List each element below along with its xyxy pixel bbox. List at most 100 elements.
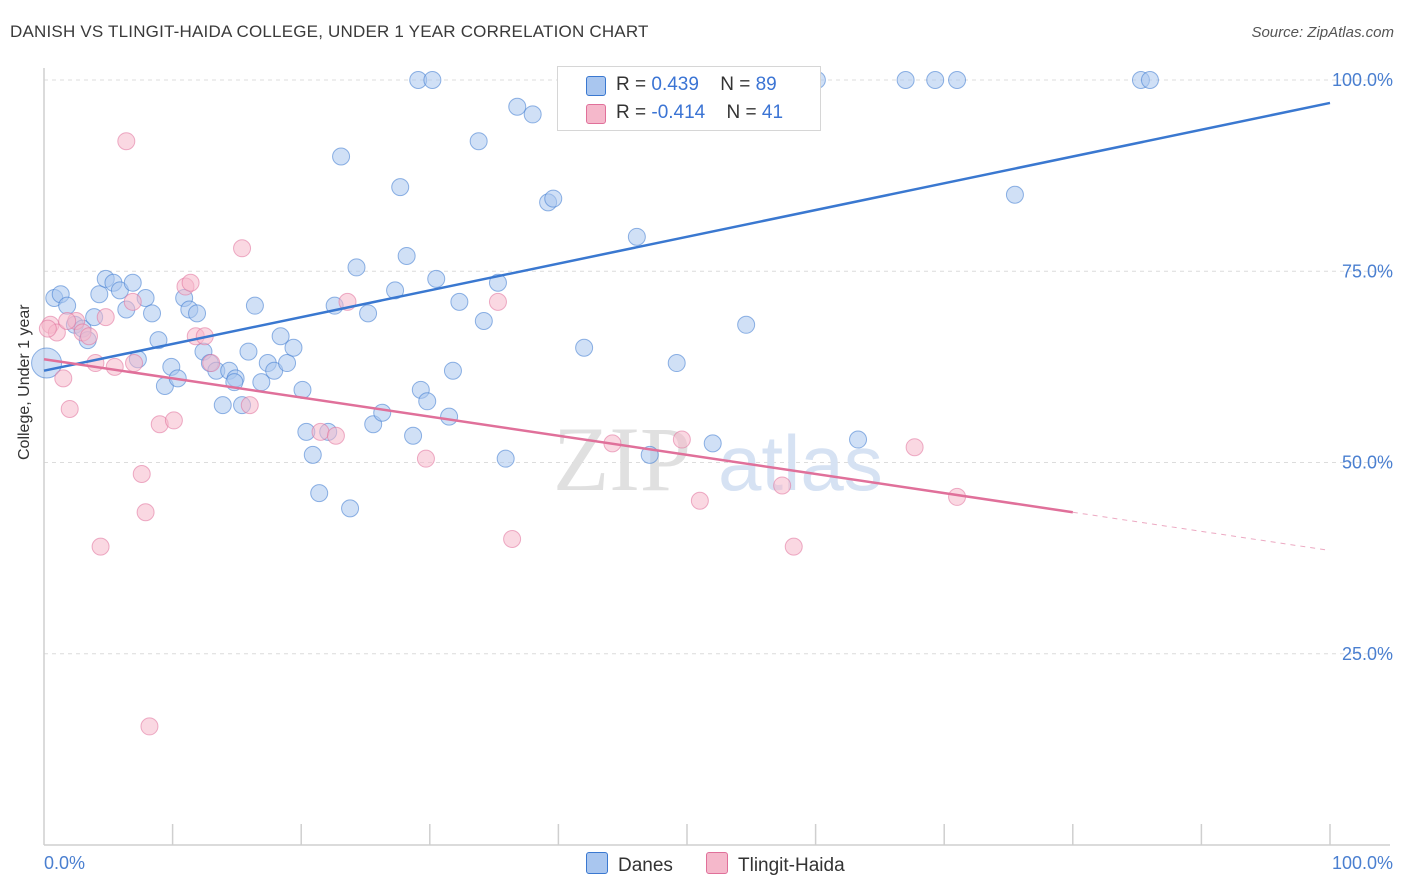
trend-line-danes [43, 101, 1331, 372]
data-point-danes [627, 227, 646, 246]
legend-n-label: N = [720, 74, 756, 95]
data-point-tlingit-haida [240, 396, 259, 415]
data-point-danes [450, 292, 469, 311]
data-point-danes [1140, 71, 1159, 89]
data-point-danes [488, 273, 507, 292]
data-point-danes [404, 426, 423, 445]
data-point-danes [213, 396, 232, 415]
y-tick-label: 50.0% [1342, 453, 1393, 473]
data-point-tlingit-haida [311, 422, 330, 441]
data-point-danes [332, 147, 351, 166]
data-point-tlingit-haida [117, 132, 136, 151]
legend-swatch-tlingit-haida [706, 852, 728, 874]
legend-label-danes: Danes [618, 855, 673, 876]
data-point-danes [667, 354, 686, 373]
legend-swatch-danes [586, 852, 608, 874]
data-point-danes [359, 304, 378, 323]
trend-line-tlingit-haida [43, 357, 1073, 514]
data-point-danes [544, 189, 563, 208]
data-point-danes [427, 269, 446, 288]
data-point-danes [303, 445, 322, 464]
data-point-danes [948, 71, 967, 89]
data-point-danes [443, 361, 462, 380]
data-point-danes [347, 258, 366, 277]
data-point-tlingit-haida [164, 411, 183, 430]
data-point-danes [508, 97, 527, 116]
legend-row-danes: R = 0.439 N = 89 [616, 74, 777, 96]
legend-r-label: R = [616, 102, 652, 123]
data-point-danes [496, 449, 515, 468]
data-point-danes [391, 178, 410, 197]
legend-item-danes: Danes [586, 852, 673, 877]
legend-swatch-danes [586, 76, 606, 96]
data-point-danes [271, 327, 290, 346]
data-point-tlingit-haida [905, 438, 924, 457]
data-point-danes [90, 285, 109, 304]
data-point-danes [849, 430, 868, 449]
data-point-tlingit-haida [58, 311, 77, 330]
correlation-legend: R = 0.439 N = 89 R = -0.414 N = 41 [557, 66, 821, 131]
data-point-tlingit-haida [136, 503, 155, 522]
data-point-danes [469, 132, 488, 151]
y-tick-label: 100.0% [1332, 70, 1393, 90]
data-point-danes [703, 434, 722, 453]
data-point-danes [737, 315, 756, 334]
data-point-tlingit-haida [326, 426, 345, 445]
legend-r-value-danes: 0.439 [651, 74, 699, 95]
legend-n-value-tlingit-haida: 41 [761, 102, 784, 123]
data-point-tlingit-haida [91, 537, 110, 556]
data-point-danes [423, 71, 442, 89]
data-point-tlingit-haida [773, 476, 792, 495]
data-point-tlingit-haida [125, 354, 144, 373]
data-point-danes [575, 338, 594, 357]
data-point-danes [123, 273, 142, 292]
chart-title: DANISH VS TLINGIT-HAIDA COLLEGE, UNDER 1… [10, 22, 649, 41]
data-point-danes [245, 296, 264, 315]
data-point-danes [926, 71, 945, 89]
data-point-tlingit-haida [672, 430, 691, 449]
legend-label-tlingit-haida: Tlingit-Haida [738, 855, 845, 876]
data-point-tlingit-haida [80, 327, 99, 346]
data-point-tlingit-haida [123, 292, 142, 311]
legend-item-tlingit-haida: Tlingit-Haida [706, 852, 845, 877]
data-point-danes [188, 304, 207, 323]
data-point-tlingit-haida [488, 292, 507, 311]
data-point-danes [397, 246, 416, 265]
data-point-tlingit-haida [96, 308, 115, 327]
legend-n-value-danes: 89 [755, 74, 777, 95]
data-point-danes [284, 338, 303, 357]
data-point-danes [896, 71, 915, 89]
data-point-tlingit-haida [54, 369, 73, 388]
y-tick-label: 25.0% [1342, 644, 1393, 664]
source-label: Source: ZipAtlas.com [1251, 24, 1394, 41]
data-point-danes [239, 342, 258, 361]
data-point-danes [418, 392, 437, 411]
x-tick-label: 0.0% [44, 853, 85, 873]
data-point-tlingit-haida [784, 537, 803, 556]
data-point-danes [474, 311, 493, 330]
data-point-tlingit-haida [105, 357, 124, 376]
legend-n-label: N = [726, 102, 762, 123]
data-point-danes [523, 105, 542, 124]
data-point-danes [310, 484, 329, 503]
data-point-tlingit-haida [690, 491, 709, 510]
x-tick-label: 100.0% [1332, 853, 1393, 873]
y-axis-label: College, Under 1 year [16, 304, 33, 460]
data-point-tlingit-haida [202, 354, 221, 373]
data-point-tlingit-haida [503, 530, 522, 548]
data-point-danes [143, 304, 162, 323]
data-point-danes [149, 331, 168, 350]
data-point-tlingit-haida [140, 717, 159, 736]
trend-line-extension-tlingit-haida [1072, 511, 1331, 551]
data-point-danes [58, 296, 77, 315]
data-point-tlingit-haida [181, 273, 200, 292]
data-point-tlingit-haida [132, 464, 151, 483]
legend-r-value-tlingit-haida: -0.414 [651, 102, 706, 123]
data-point-tlingit-haida [38, 319, 57, 338]
data-point-tlingit-haida [233, 239, 252, 258]
legend-swatch-tlingit-haida [586, 104, 606, 124]
data-point-danes [1005, 185, 1024, 204]
y-tick-label: 75.0% [1342, 261, 1393, 281]
data-point-danes [278, 354, 297, 373]
